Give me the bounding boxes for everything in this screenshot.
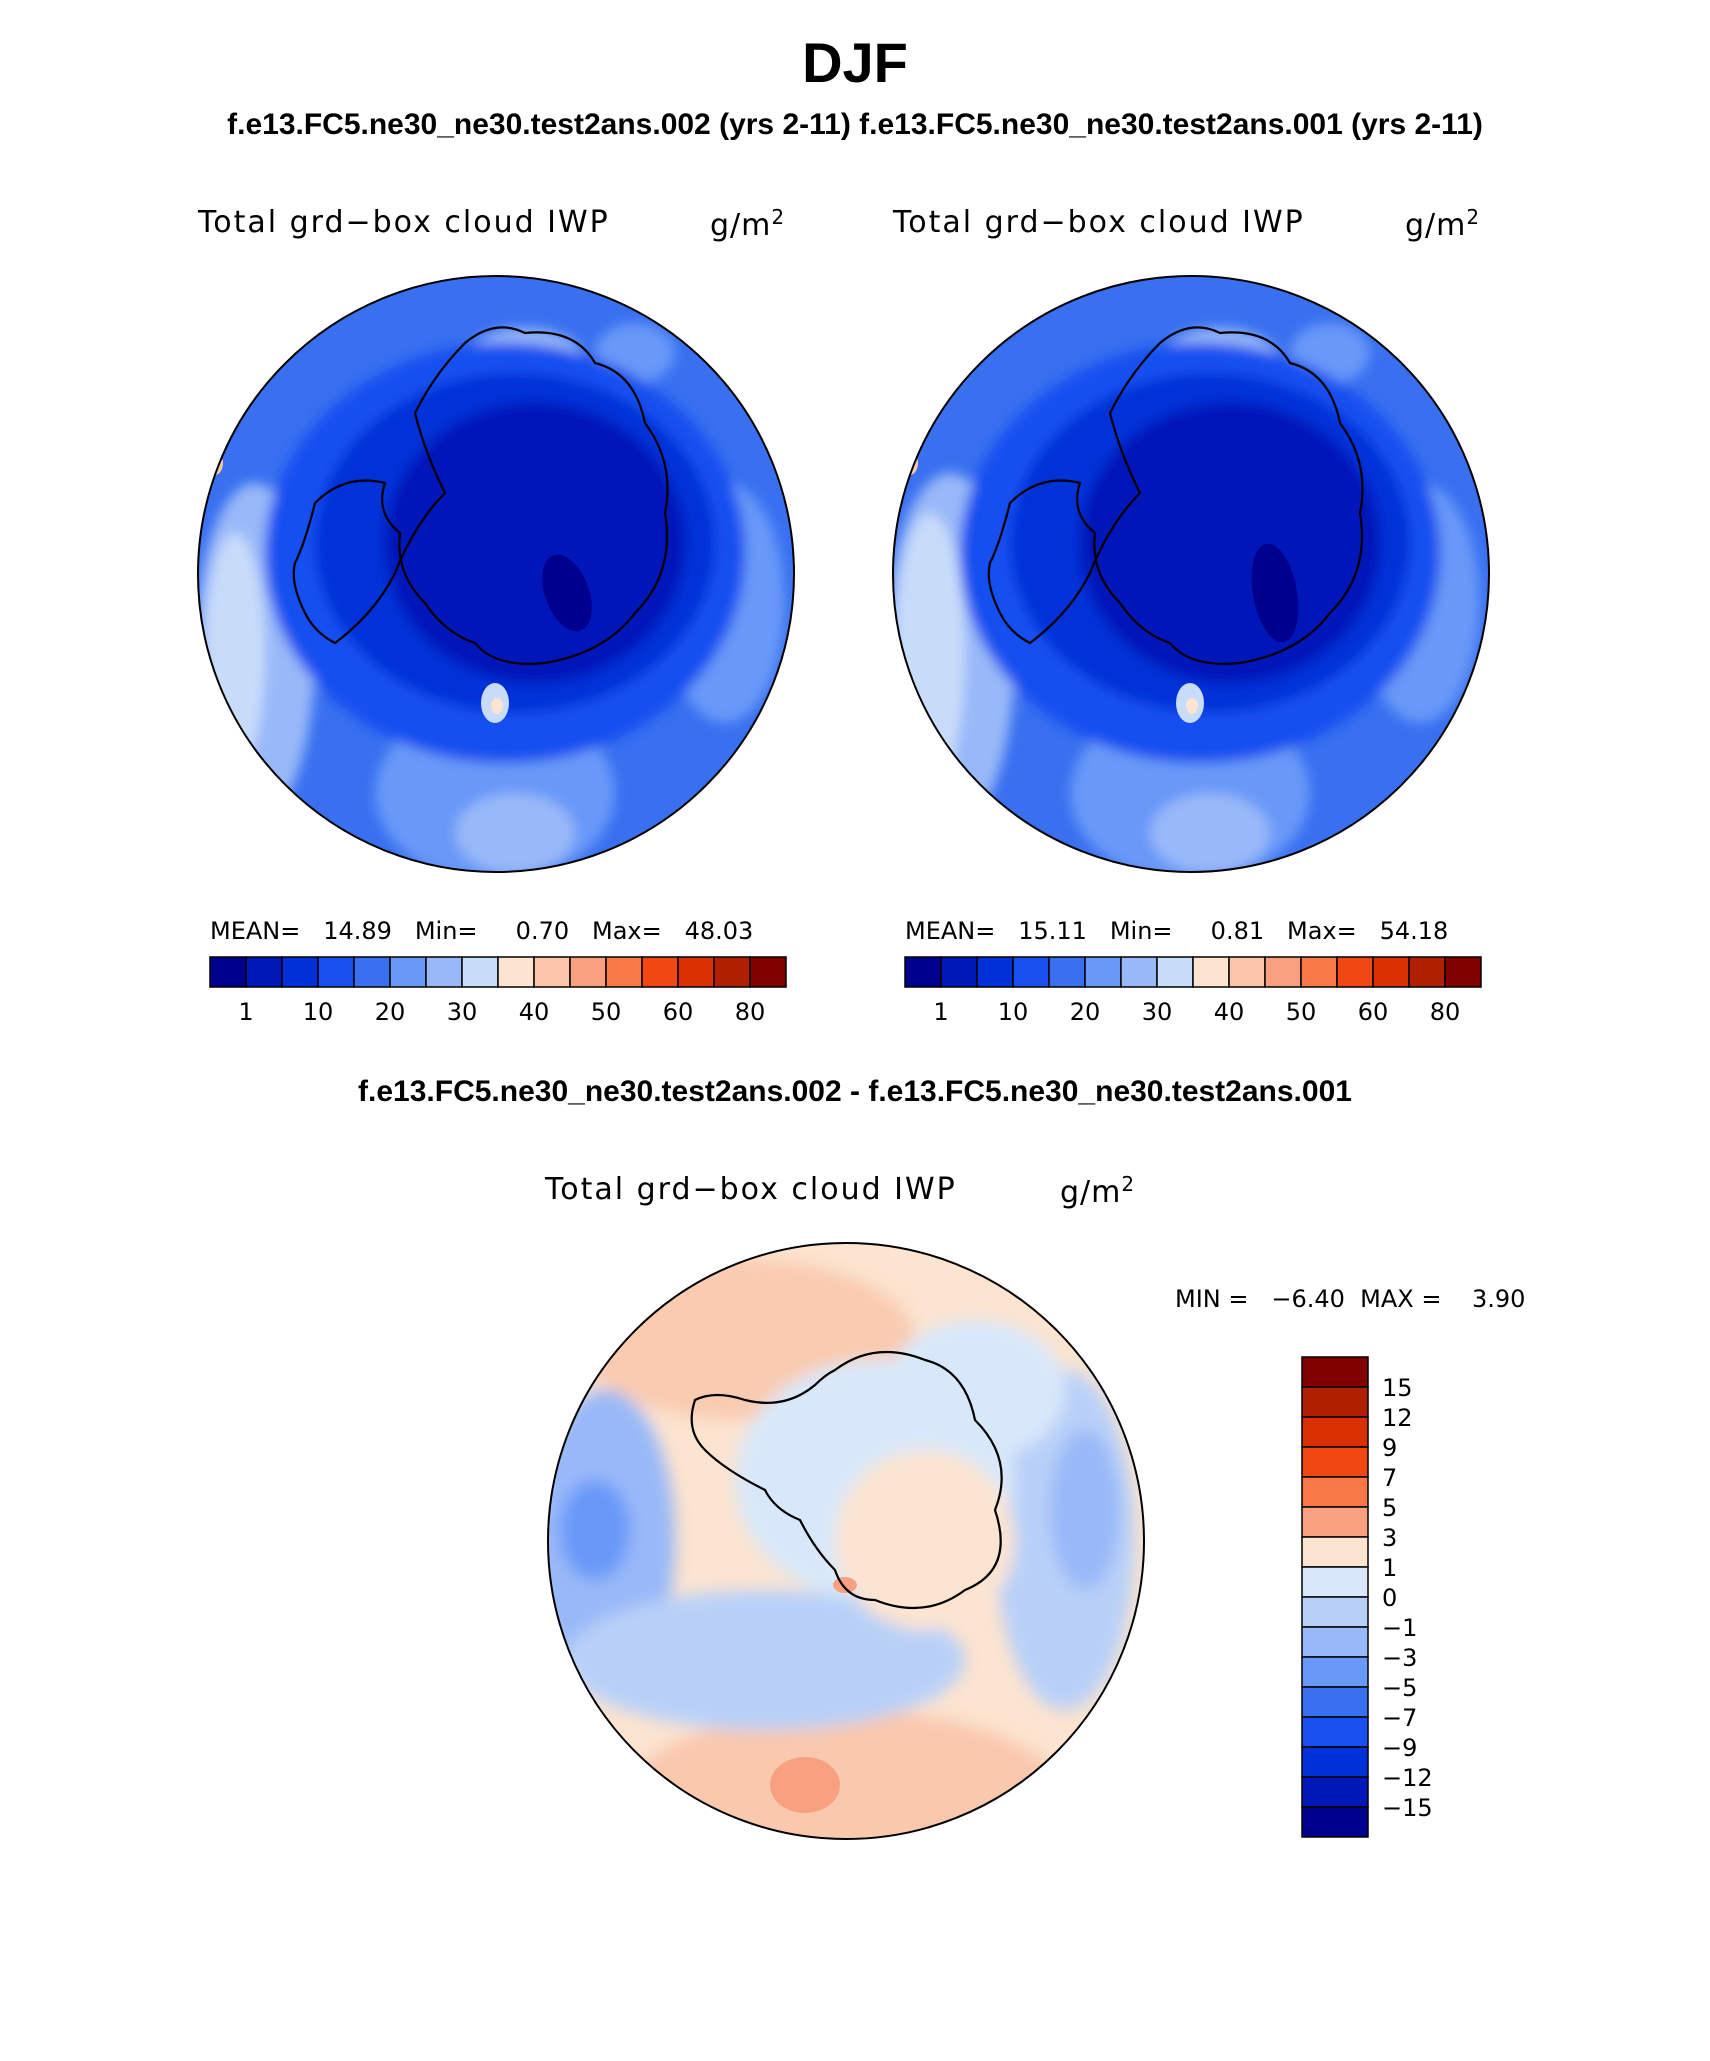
panel1-colorbar-swatch [497,956,535,988]
panel3-stats: MIN = −6.40 MAX = 3.90 [1175,1285,1526,1313]
panel1-stats: MEAN= 14.89 Min= 0.70 Max= 48.03 [210,917,754,945]
panel2-variable-label: Total grd−box cloud IWP [893,205,1305,240]
difference-colorbar-tick-label: 7 [1382,1464,1397,1492]
panel1-colorbar-swatch [389,956,427,988]
difference-colorbar-swatch [1301,1536,1369,1568]
panel2-colorbar-swatch [1372,956,1410,988]
panel2-colorbar-tick-label: 50 [1286,998,1317,1026]
panel1-colorbar-swatch [317,956,355,988]
difference-colorbar-tick-label: −9 [1382,1734,1417,1762]
panel1-colorbar-tick-label: 1 [238,998,253,1026]
panel1-variable-label: Total grd−box cloud IWP [198,205,610,240]
panel1-colorbar-tick-label: 30 [447,998,478,1026]
panel2-colorbar-tick-label: 1 [933,998,948,1026]
difference-colorbar-swatch [1301,1596,1369,1628]
panel1-colorbar-swatch [209,956,247,988]
panel2-colorbar-swatch [1156,956,1194,988]
panel3-units: g/m2 [1060,1172,1136,1210]
difference-title: f.e13.FC5.ne30_ne30.test2ans.002 - f.e13… [358,1075,1352,1108]
difference-colorbar-tick-label: −3 [1382,1644,1417,1672]
panel1-colorbar-swatch [461,956,499,988]
panel2-colorbar-swatch [904,956,942,988]
difference-colorbar-swatch [1301,1446,1369,1478]
difference-colorbar-tick-label: −5 [1382,1674,1417,1702]
difference-colorbar-swatch [1301,1566,1369,1598]
difference-colorbar-tick-label: 15 [1382,1374,1413,1402]
difference-colorbar-tick-label: 0 [1382,1584,1397,1612]
difference-colorbar-swatch [1301,1386,1369,1418]
panel2-colorbar-swatch [1012,956,1050,988]
panel1-colorbar-swatch [677,956,715,988]
panel1-colorbar-tick-label: 60 [663,998,694,1026]
difference-colorbar-swatch [1301,1416,1369,1448]
panel2-colorbar-tick-label: 40 [1214,998,1245,1026]
difference-polar-map [547,1242,1145,1840]
panel2-colorbar: 1 10 20 30 40 50 60 80 [904,956,1482,1026]
panel2-colorbar-tick-label: 80 [1430,998,1461,1026]
difference-colorbar-swatch [1301,1506,1369,1538]
panel2-units: g/m2 [1405,205,1481,243]
difference-colorbar-tick-label: −7 [1382,1704,1417,1732]
panel1-colorbar-tick-label: 80 [735,998,766,1026]
difference-colorbar-tick-label: 3 [1382,1524,1397,1552]
panel1-colorbar: 1 10 20 30 40 50 60 80 [209,956,787,1026]
difference-colorbar-swatch [1301,1656,1369,1688]
panel2-colorbar-swatch [1048,956,1086,988]
difference-colorbar-swatch [1301,1746,1369,1778]
panel1-colorbar-tick-label: 10 [303,998,334,1026]
difference-colorbar-tick-label: −1 [1382,1614,1417,1642]
panel2-colorbar-swatch [940,956,978,988]
panel1-colorbar-swatch [641,956,679,988]
panel1-colorbar-tick-label: 40 [519,998,550,1026]
panel1-units: g/m2 [710,205,786,243]
panel1-colorbar-swatch [713,956,751,988]
difference-colorbar-tick-label: 5 [1382,1494,1397,1522]
panel1-colorbar-tick-label: 50 [591,998,622,1026]
difference-colorbar-tick-label: 9 [1382,1434,1397,1462]
panel1-colorbar-swatch [533,956,571,988]
difference-colorbar-tick-label: −15 [1382,1794,1433,1822]
panel2-colorbar-tick-label: 30 [1142,998,1173,1026]
panel2-stats: MEAN= 15.11 Min= 0.81 Max= 54.18 [905,917,1449,945]
panel1-colorbar-swatch [749,956,787,988]
difference-colorbar-swatch [1301,1476,1369,1508]
runs-subtitle: f.e13.FC5.ne30_ne30.test2ans.002 (yrs 2-… [227,108,1483,141]
difference-colorbar-tick-label: 1 [1382,1554,1397,1582]
panel1-colorbar-swatch [605,956,643,988]
difference-colorbar-tick-label: 12 [1382,1404,1413,1432]
panel2-colorbar-swatch [1264,956,1302,988]
difference-colorbar-swatch [1301,1626,1369,1658]
figure-title: DJF [802,31,908,94]
panel2-colorbar-tick-label: 60 [1358,998,1389,1026]
difference-colorbar-swatch [1301,1356,1369,1388]
difference-colorbar-swatch [1301,1716,1369,1748]
difference-colorbar-swatch [1301,1806,1369,1838]
panel2-colorbar-swatch [1192,956,1230,988]
panel1-polar-map [197,275,795,873]
panel2-colorbar-swatch [1120,956,1158,988]
panel2-colorbar-swatch [1084,956,1122,988]
panel1-colorbar-swatch [353,956,391,988]
panel2-colorbar-swatch [1444,956,1482,988]
panel2-colorbar-swatch [1408,956,1446,988]
panel2-colorbar-tick-label: 10 [998,998,1029,1026]
difference-colorbar-tick-label: −12 [1382,1764,1433,1792]
panel1-colorbar-tick-label: 20 [375,998,406,1026]
panel1-colorbar-swatch [569,956,607,988]
panel2-colorbar-swatch [1300,956,1338,988]
panel2-colorbar-swatch [1228,956,1266,988]
panel1-colorbar-swatch [245,956,283,988]
panel2-colorbar-swatch [1336,956,1374,988]
difference-colorbar-swatch [1301,1686,1369,1718]
panel2-colorbar-tick-label: 20 [1070,998,1101,1026]
panel2-polar-map [892,275,1490,873]
panel2-colorbar-swatch [976,956,1014,988]
difference-colorbar-swatch [1301,1776,1369,1808]
panel1-colorbar-swatch [281,956,319,988]
panel3-variable-label: Total grd−box cloud IWP [545,1172,957,1207]
panel1-colorbar-swatch [425,956,463,988]
